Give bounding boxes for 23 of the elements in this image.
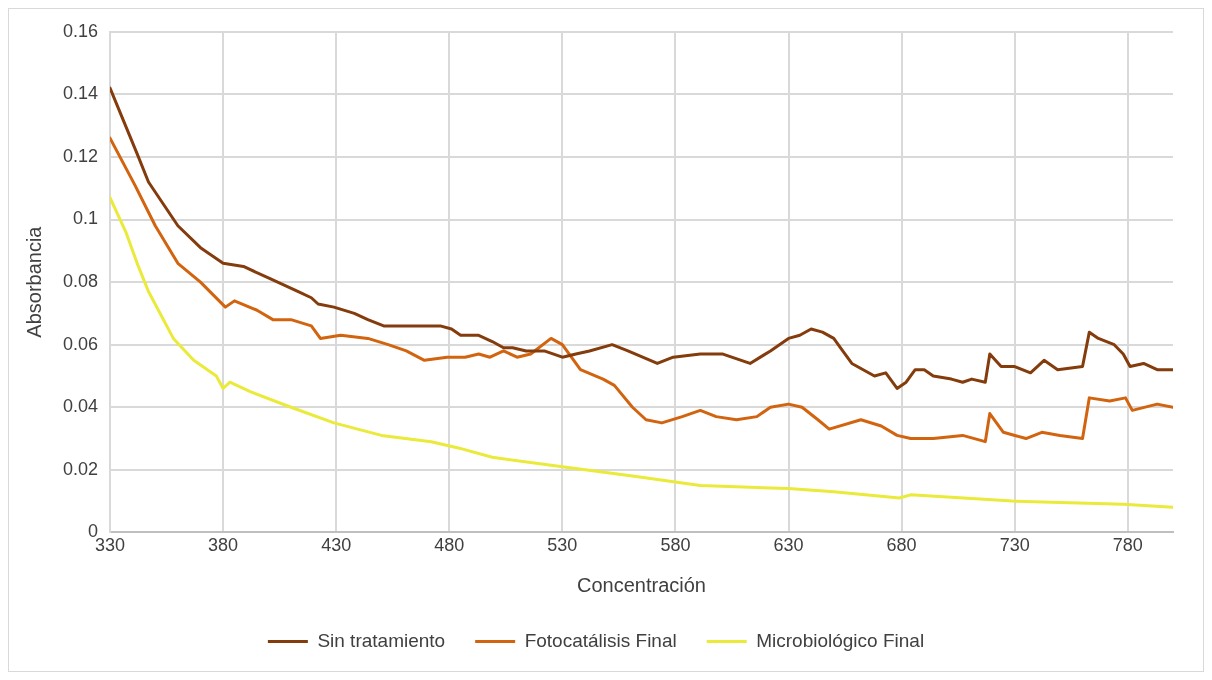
legend-label: Fotocatálisis Final — [524, 629, 677, 651]
legend-label: Microbiológico Final — [756, 629, 925, 651]
y-tick-label: 0.02 — [62, 458, 99, 479]
x-tick-label: 580 — [660, 535, 691, 556]
y-tick-label: 0.1 — [73, 208, 99, 229]
y-tick-label: 0.04 — [62, 396, 99, 417]
x-tick-label: 430 — [321, 535, 352, 556]
y-axis-title: Absorbancia — [22, 225, 45, 338]
y-tick-label: 0.12 — [62, 145, 99, 166]
x-tick-label: 530 — [547, 535, 578, 556]
y-tick-label: 0.14 — [62, 83, 99, 104]
y-tick-label: 0.08 — [62, 271, 99, 292]
x-axis-title: Concentración — [577, 573, 706, 596]
y-tick-label: 0.16 — [62, 20, 99, 41]
x-tick-label: 780 — [1112, 535, 1143, 556]
x-tick-label: 480 — [434, 535, 465, 556]
y-tick-label: 0.06 — [62, 333, 99, 354]
x-tick-label: 680 — [886, 535, 917, 556]
legend-label: Sin tratamiento — [317, 629, 446, 651]
x-tick-label: 380 — [208, 535, 239, 556]
x-tick-label: 630 — [773, 535, 804, 556]
x-tick-label: 330 — [95, 535, 126, 556]
x-tick-label: 730 — [999, 535, 1030, 556]
